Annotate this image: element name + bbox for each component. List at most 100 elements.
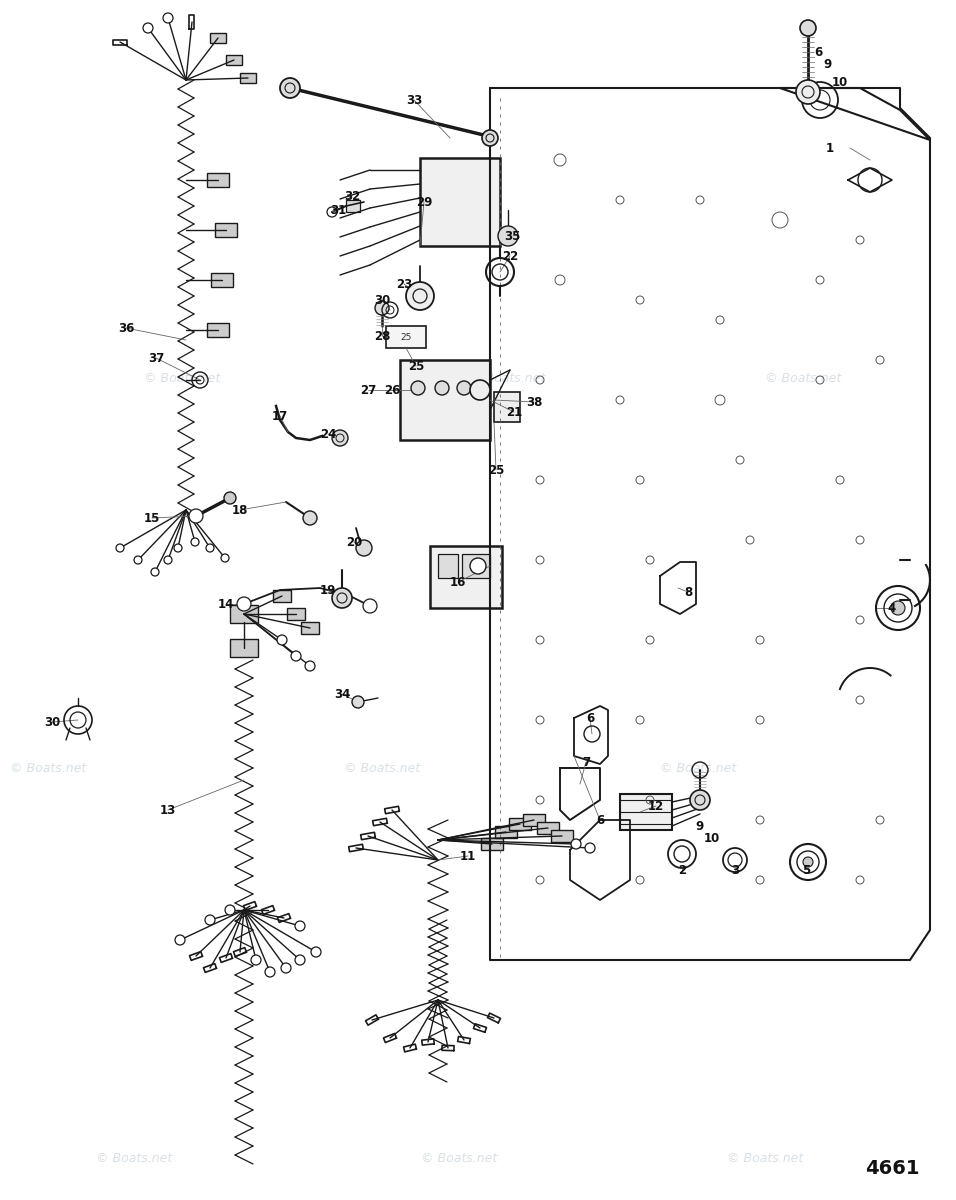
Text: 21: 21 (506, 406, 522, 419)
Circle shape (164, 556, 172, 564)
Text: 20: 20 (346, 535, 362, 548)
Circle shape (205, 914, 215, 925)
Circle shape (174, 544, 182, 552)
Circle shape (221, 554, 229, 562)
Circle shape (482, 130, 498, 146)
Circle shape (116, 544, 124, 552)
Text: © Boats.net: © Boats.net (421, 1152, 497, 1164)
Circle shape (356, 540, 372, 556)
Circle shape (796, 80, 820, 104)
Text: © Boats.net: © Boats.net (727, 1152, 803, 1164)
Text: 26: 26 (383, 384, 401, 396)
Text: 19: 19 (320, 583, 337, 596)
Text: 24: 24 (320, 427, 337, 440)
Text: © Boats.net: © Boats.net (344, 762, 421, 774)
Text: 2: 2 (678, 864, 686, 876)
Circle shape (151, 568, 159, 576)
Bar (438, 554, 458, 578)
Text: 10: 10 (704, 832, 720, 845)
Text: 37: 37 (148, 352, 164, 365)
Circle shape (457, 382, 471, 395)
Circle shape (189, 509, 203, 523)
Text: 16: 16 (450, 576, 467, 588)
Text: 34: 34 (334, 688, 350, 701)
Bar (230, 605, 258, 623)
Text: 13: 13 (160, 804, 176, 816)
Circle shape (143, 23, 153, 32)
Circle shape (295, 955, 305, 965)
Bar (537, 822, 559, 834)
Text: 3: 3 (731, 864, 739, 876)
Bar (523, 814, 545, 826)
Text: 25: 25 (401, 332, 412, 342)
Text: 14: 14 (218, 598, 234, 611)
Bar (494, 392, 520, 422)
Bar (210, 32, 226, 43)
Text: 27: 27 (359, 384, 376, 396)
Bar (509, 818, 531, 830)
Circle shape (470, 558, 486, 574)
Bar (301, 622, 319, 634)
Circle shape (280, 78, 300, 98)
Text: 38: 38 (526, 396, 542, 408)
Circle shape (295, 922, 305, 931)
Bar (620, 794, 672, 830)
Text: © Boats.net: © Boats.net (10, 762, 86, 774)
Circle shape (237, 596, 251, 611)
Circle shape (498, 226, 518, 246)
Text: 12: 12 (648, 799, 664, 812)
Text: 18: 18 (231, 504, 249, 516)
Circle shape (163, 13, 173, 23)
Text: 17: 17 (272, 409, 288, 422)
Text: 9: 9 (696, 820, 705, 833)
Circle shape (411, 382, 425, 395)
Bar (230, 638, 258, 658)
Text: 22: 22 (502, 250, 518, 263)
Text: 23: 23 (396, 277, 412, 290)
Text: 9: 9 (824, 59, 832, 72)
Text: 33: 33 (406, 94, 423, 107)
Circle shape (363, 599, 377, 613)
Bar (400, 360, 490, 440)
Bar (386, 326, 426, 348)
Circle shape (470, 380, 490, 400)
Text: 30: 30 (44, 715, 60, 728)
Circle shape (585, 842, 595, 853)
Circle shape (251, 955, 261, 965)
Text: 25: 25 (408, 360, 424, 372)
Text: 32: 32 (344, 190, 360, 203)
Circle shape (690, 790, 710, 810)
Circle shape (375, 301, 389, 314)
Bar (215, 223, 237, 236)
Circle shape (277, 635, 287, 646)
Bar (273, 590, 291, 602)
Text: 36: 36 (118, 322, 134, 335)
Text: 31: 31 (330, 204, 346, 216)
Circle shape (352, 696, 364, 708)
Bar (207, 173, 229, 187)
Circle shape (291, 650, 301, 661)
Circle shape (435, 382, 449, 395)
Bar (481, 838, 503, 850)
Text: 6: 6 (814, 46, 822, 59)
Circle shape (134, 556, 142, 564)
Text: 8: 8 (684, 586, 692, 599)
Text: © Boats.net: © Boats.net (468, 372, 545, 384)
Circle shape (311, 947, 321, 958)
Bar (240, 73, 256, 83)
Text: 29: 29 (416, 196, 432, 209)
Bar (287, 608, 305, 620)
Text: 7: 7 (582, 756, 590, 768)
Text: 25: 25 (488, 463, 504, 476)
Bar (551, 830, 573, 842)
Text: 5: 5 (802, 864, 810, 876)
Circle shape (332, 588, 352, 608)
Circle shape (191, 538, 199, 546)
Circle shape (332, 430, 348, 446)
Circle shape (571, 839, 581, 850)
Bar (207, 323, 229, 337)
Bar (462, 554, 490, 578)
Circle shape (225, 905, 235, 914)
Text: 35: 35 (504, 229, 520, 242)
Text: 11: 11 (460, 850, 476, 863)
